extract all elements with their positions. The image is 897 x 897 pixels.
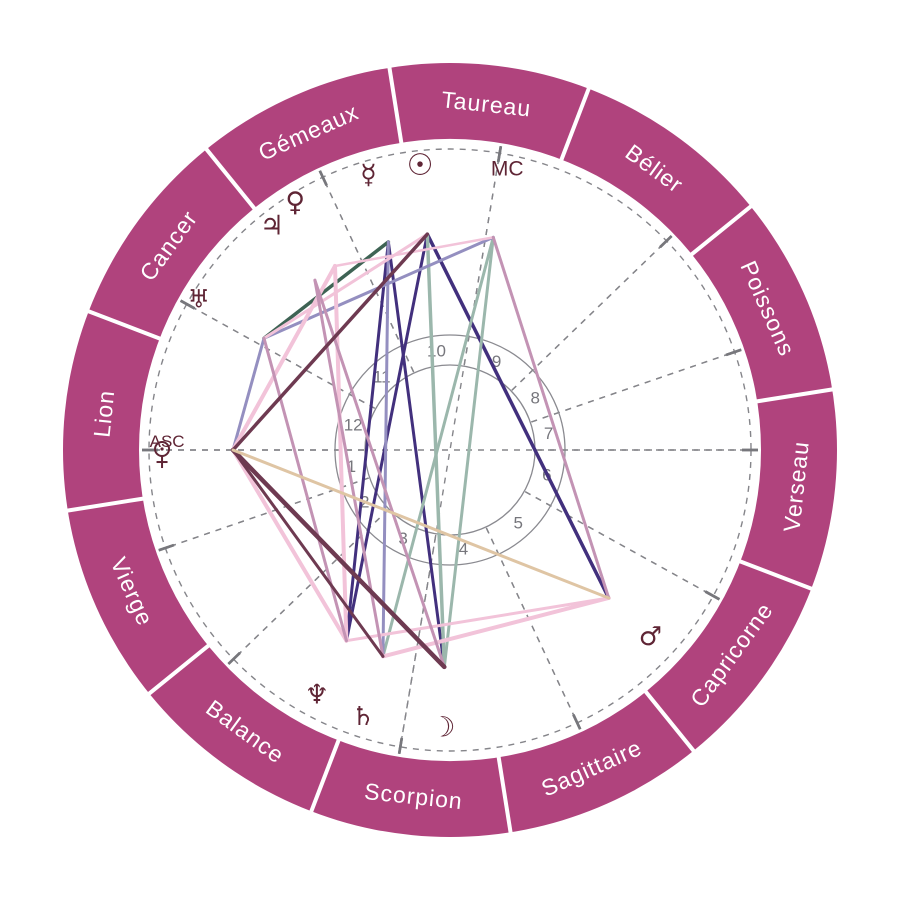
aspect-line-pluto-saturn: [231, 448, 385, 658]
house-cusp-line: [485, 526, 581, 730]
sign-divider: [754, 387, 835, 404]
cusp-tick: [179, 299, 196, 310]
cusp-tick: [227, 651, 241, 665]
sign-divider: [86, 308, 163, 342]
aspect-line-saturn-mars: [380, 595, 611, 659]
sign-divider: [387, 65, 404, 146]
house-number-4: 4: [459, 540, 468, 559]
aspect-line-jupiter-moon: [313, 278, 446, 669]
aspect-line-neptune-mars: [344, 596, 611, 643]
aspect-line-pluto-mars: [231, 448, 611, 600]
cusp-tick: [158, 543, 175, 552]
aspect-line-pluto-sun: [231, 232, 430, 452]
planet-glyph-jupiter: ♃: [260, 211, 284, 242]
house-number-8: 8: [531, 388, 540, 407]
planet-glyph-sun: ☉: [407, 148, 434, 183]
sign-divider: [496, 754, 513, 835]
planet-glyph-pluto: [154, 441, 171, 469]
aspect-line-pluto-neptune: [231, 448, 349, 643]
aspect-line-mercury-saturn: [381, 240, 390, 658]
house-cusp-line: [524, 490, 720, 600]
sign-divider: [688, 203, 754, 258]
cusp-tick: [397, 737, 404, 754]
planet-glyph-mars: ♂: [639, 622, 662, 652]
sign-divider: [642, 688, 697, 754]
sign-divider: [65, 496, 146, 513]
house-number-3: 3: [398, 529, 407, 548]
house-cusp-line: [158, 477, 370, 551]
aspect-line-sun-uranus: [262, 232, 429, 340]
asc-label: ASC: [150, 432, 185, 451]
aspect-line-mc-mars: [491, 235, 611, 600]
cusp-tick: [496, 146, 503, 163]
aspect-line-venus-neptune: [333, 263, 349, 643]
aspect-line-uranus-neptune: [262, 336, 348, 643]
planet-glyph-mercury: ☿: [360, 159, 377, 190]
cusp-tick: [318, 170, 328, 186]
aspect-line-mercury-uranus: [262, 240, 391, 340]
sign-divider: [308, 737, 342, 814]
aspect-line-pluto-uranus: [231, 336, 266, 452]
aspect-line-mercury-moon: [386, 240, 446, 669]
aspect-line-venus-mc: [333, 236, 495, 268]
aspect-line-jupiter-saturn: [313, 278, 385, 658]
aspect-line-mc-saturn: [381, 235, 495, 658]
house-cusp-line: [530, 349, 742, 423]
sign-label-lion: Lion: [88, 389, 119, 439]
house-cusp-line: [180, 300, 376, 410]
aspect-line-sun-mars: [425, 232, 611, 600]
mc-label: MC: [491, 157, 524, 180]
house-cusp-line: [510, 235, 673, 392]
cusp-tick: [725, 348, 742, 357]
sign-divider: [558, 86, 592, 163]
house-number-5: 5: [513, 514, 522, 533]
house-circle: [334, 334, 566, 566]
aspect-line-mc-moon: [442, 235, 495, 669]
sign-divider: [146, 642, 212, 697]
cusp-tick: [704, 590, 721, 601]
house-number-9: 9: [492, 352, 501, 371]
sign-divider: [737, 558, 814, 592]
planet-glyph-moon: ☽: [430, 710, 455, 743]
cusp-tick: [659, 235, 673, 249]
aspect-line-pluto-moon: [230, 447, 447, 670]
house-number-1: 1: [347, 457, 356, 476]
planet-glyph-neptune: ♆: [305, 680, 329, 711]
house-number-7: 7: [544, 424, 553, 443]
sign-divider: [203, 146, 258, 212]
cusp-tick: [572, 714, 582, 730]
planet-glyph-saturn: ♄: [352, 702, 375, 732]
house-number-12: 12: [344, 415, 363, 434]
planet-glyph-venus: ♀: [285, 187, 305, 218]
planet-glyph-uranus: ♅: [188, 285, 210, 314]
